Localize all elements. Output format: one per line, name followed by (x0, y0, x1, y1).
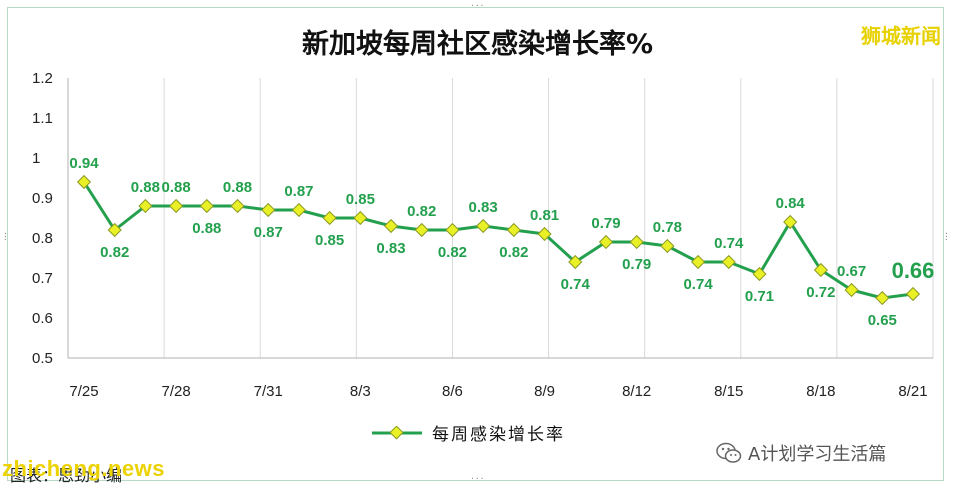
data-point (537, 226, 552, 242)
data-label: 0.82 (438, 244, 467, 261)
legend-line-marker-icon (372, 425, 422, 440)
data-point (629, 234, 644, 250)
x-tick-label: 7/25 (69, 383, 98, 400)
data-label: 0.66 (892, 258, 935, 283)
data-label: 0.82 (407, 203, 436, 220)
series-line (82, 181, 914, 300)
x-tick-label: 7/28 (162, 383, 191, 400)
data-label: 0.85 (346, 191, 375, 208)
data-point (414, 222, 429, 238)
data-point (813, 262, 828, 278)
data-point (568, 254, 583, 270)
data-point (138, 198, 153, 214)
chart-credit: 图表：思劲小编 (10, 466, 123, 485)
y-tick-label: 0.5 (32, 350, 53, 367)
data-point (875, 290, 890, 306)
data-label: 0.78 (653, 219, 682, 236)
data-label: 0.88 (223, 179, 252, 196)
data-point (752, 266, 767, 282)
y-tick-label: 1.1 (32, 110, 53, 127)
data-label: 0.79 (591, 215, 620, 232)
wechat-account-name: A计划学习生活篇 (748, 444, 887, 465)
data-point (660, 238, 675, 254)
x-tick-label: 8/18 (806, 383, 835, 400)
data-point (905, 286, 921, 302)
x-tick-label: 8/9 (534, 383, 555, 400)
data-label: 0.88 (162, 179, 191, 196)
data-label: 0.74 (683, 276, 713, 293)
x-tick-label: 8/15 (714, 383, 743, 400)
data-label: 0.87 (254, 224, 283, 241)
y-tick-label: 0.8 (32, 230, 53, 247)
x-tick-label: 8/21 (898, 383, 927, 400)
data-point (691, 254, 706, 270)
data-label: 0.88 (192, 220, 221, 237)
data-label: 0.74 (561, 276, 591, 293)
chart-title: 新加坡每周社区感染增长率% (301, 29, 654, 60)
watermark-text: zhicheng.news (2, 456, 165, 481)
y-tick-label: 1 (32, 150, 40, 167)
x-tick-label: 7/31 (254, 383, 283, 400)
data-label: 0.74 (714, 235, 744, 252)
y-tick-label: 0.7 (32, 270, 53, 287)
data-label: 0.79 (622, 256, 651, 273)
data-point (76, 174, 92, 190)
data-label: 0.94 (69, 155, 99, 172)
wechat-account: A计划学习生活篇 (716, 440, 886, 466)
data-label: 0.83 (469, 199, 498, 216)
data-point (107, 222, 122, 238)
data-point (783, 214, 798, 230)
data-label: 0.82 (499, 244, 528, 261)
data-label: 0.88 (131, 179, 160, 196)
data-point (230, 198, 245, 214)
resize-handle-top[interactable]: ··· (470, 1, 485, 10)
data-label: 0.81 (530, 207, 559, 224)
data-point (291, 202, 306, 218)
data-point (322, 210, 337, 226)
resize-handle-right[interactable]: · · · (944, 229, 949, 244)
data-label: 0.72 (806, 284, 835, 301)
data-label: 0.84 (776, 195, 806, 212)
data-point (721, 254, 736, 270)
data-point (844, 282, 859, 298)
resize-handle-bottom[interactable]: ··· (470, 474, 485, 483)
brand-logo-text: 狮城新闻 (861, 24, 941, 48)
data-label: 0.85 (315, 232, 344, 249)
data-point (445, 222, 460, 238)
data-point (476, 218, 491, 234)
data-point (383, 218, 399, 234)
data-label: 0.82 (100, 244, 129, 261)
legend-label: 每周感染增长率 (432, 425, 565, 445)
data-point (353, 210, 368, 226)
data-label: 0.83 (376, 240, 405, 257)
data-point (169, 198, 184, 214)
data-label: 0.67 (837, 263, 866, 280)
data-point (261, 202, 276, 218)
x-tick-label: 8/3 (350, 383, 371, 400)
data-point (506, 222, 521, 238)
x-tick-label: 8/12 (622, 383, 651, 400)
y-tick-label: 0.6 (32, 310, 53, 327)
y-tick-label: 0.9 (32, 190, 53, 207)
data-label: 0.71 (745, 288, 774, 305)
data-point (598, 234, 614, 250)
wechat-icon (716, 442, 742, 463)
data-point (199, 198, 214, 214)
data-label: 0.65 (868, 312, 897, 329)
x-tick-label: 8/6 (442, 383, 463, 400)
chart-frame (7, 7, 944, 481)
chart-legend: 每周感染增长率 (370, 420, 565, 445)
resize-handle-left[interactable]: · · · (3, 229, 8, 244)
y-tick-label: 1.2 (32, 70, 53, 87)
data-label: 0.87 (284, 183, 313, 200)
